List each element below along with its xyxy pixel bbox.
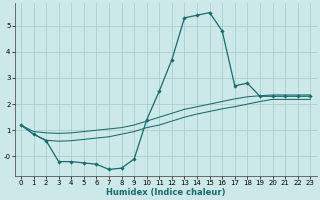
X-axis label: Humidex (Indice chaleur): Humidex (Indice chaleur) <box>106 188 225 197</box>
